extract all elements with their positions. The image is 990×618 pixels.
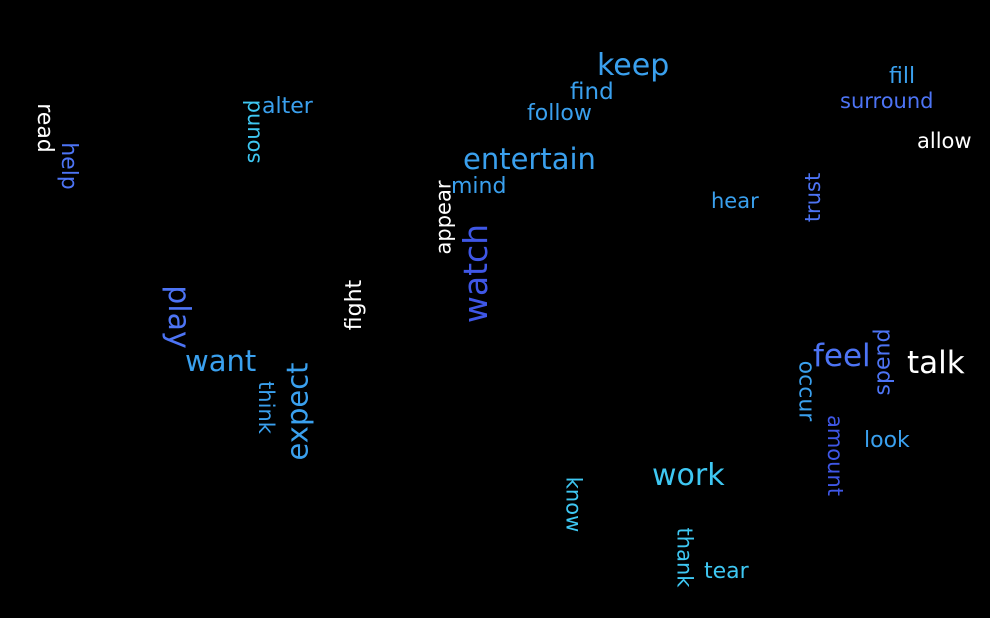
word-trust: trust [801, 172, 826, 223]
word-entertain: entertain [463, 142, 596, 176]
word-mind: mind [451, 174, 507, 199]
word-want: want [185, 344, 257, 378]
word-read: read [31, 103, 57, 153]
word-hear: hear [711, 189, 759, 213]
word-amount: amount [823, 414, 848, 497]
word-expect: expect [280, 362, 315, 461]
word-feel: feel [813, 338, 871, 374]
word-allow: allow [917, 129, 972, 153]
word-follow: follow [527, 101, 592, 126]
word-alter: alter [262, 94, 313, 119]
word-appear: appear [431, 180, 456, 255]
word-look: look [864, 428, 910, 453]
word-talk: talk [907, 345, 965, 381]
word-think: think [253, 381, 278, 434]
word-play: play [160, 285, 196, 349]
word-sound: sound [240, 99, 265, 164]
word-find: find [570, 79, 614, 105]
word-know: know [561, 476, 586, 533]
word-surround: surround [840, 89, 934, 113]
word-tear: tear [704, 559, 749, 584]
word-thank: thank [672, 527, 697, 588]
word-help: help [55, 142, 81, 190]
word-watch: watch [456, 223, 496, 324]
word-fill: fill [889, 64, 916, 89]
word-keep: keep [597, 48, 670, 83]
word-spend: spend [870, 328, 896, 396]
word-work: work [652, 458, 725, 493]
word-occur: occur [793, 360, 819, 422]
word-fight: fight [342, 279, 368, 331]
